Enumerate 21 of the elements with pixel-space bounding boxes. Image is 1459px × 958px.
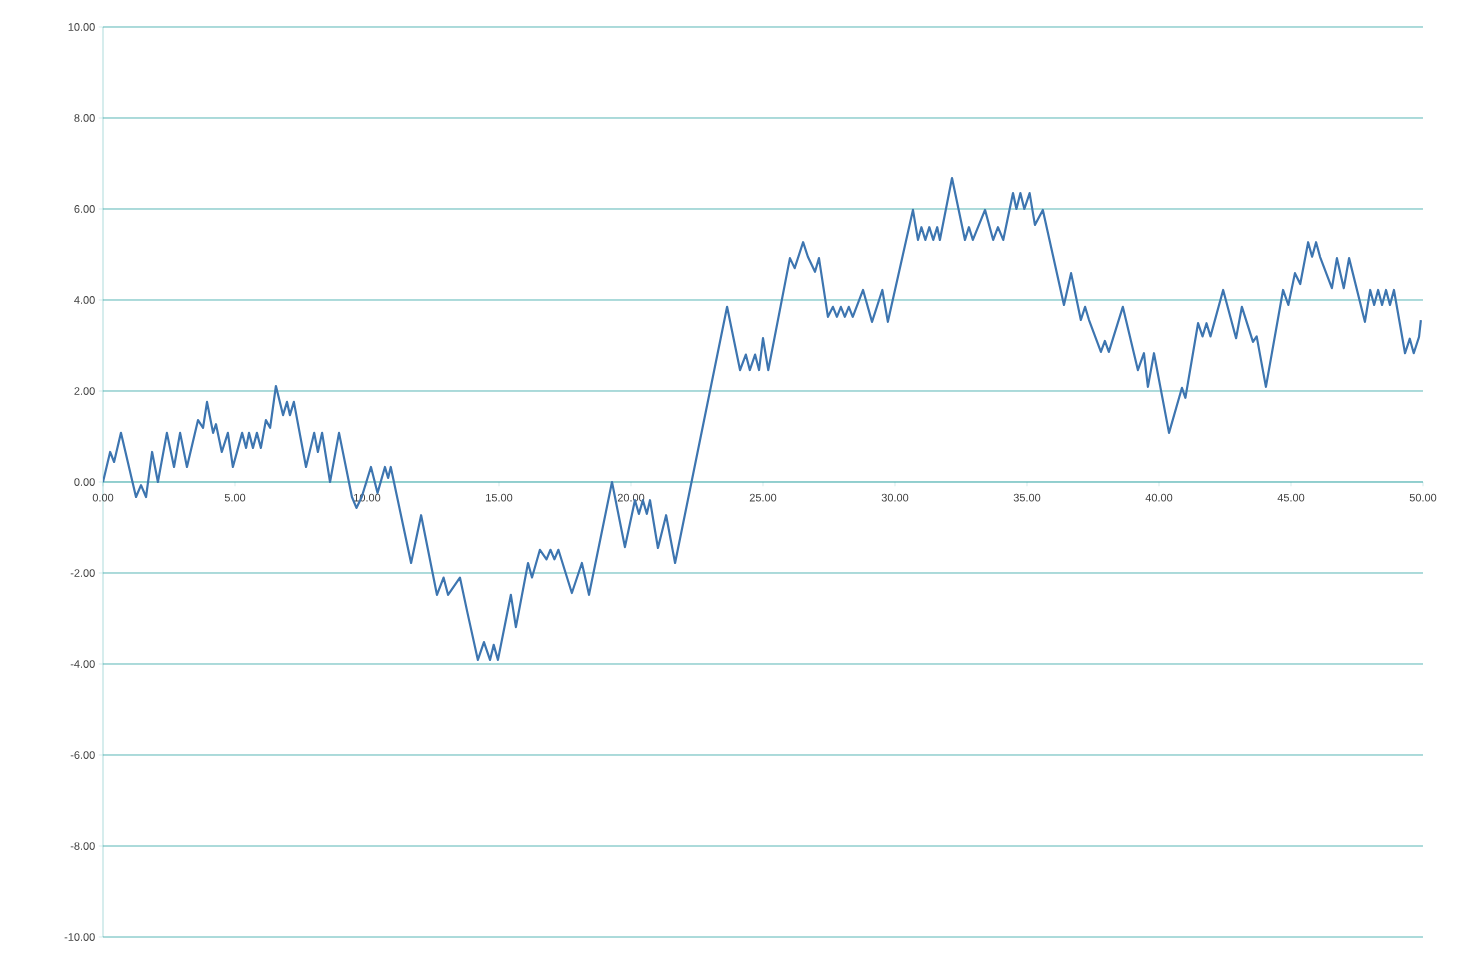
x-tick-label: 25.00: [749, 493, 777, 502]
y-tick-label: -10.00: [64, 933, 95, 941]
x-tick-label: 15.00: [486, 493, 513, 502]
x-tick-label: 30.00: [881, 493, 909, 502]
x-tick-label: 20.00: [617, 493, 645, 502]
x-tick-label: 5.00: [224, 493, 246, 502]
y-tick-label: -6.00: [70, 751, 95, 759]
x-tick-label: 40.00: [1145, 493, 1173, 502]
x-tick-label: 35.00: [1013, 493, 1041, 502]
y-tick-label: 10.00: [68, 23, 95, 31]
y-tick-label: -2.00: [70, 569, 95, 577]
y-tick-label: 6.00: [74, 205, 95, 213]
y-tick-label: 4.00: [74, 296, 95, 304]
x-tick-label: 50.00: [1409, 493, 1437, 502]
x-tick-label: 45.00: [1277, 493, 1305, 502]
x-tick-label: 0.00: [92, 493, 114, 502]
y-tick-label: 8.00: [74, 114, 95, 122]
y-tick-label: 0.00: [74, 478, 95, 486]
y-tick-label: -4.00: [70, 660, 95, 668]
y-tick-label: -8.00: [70, 842, 95, 850]
y-tick-label: 2.00: [74, 387, 95, 395]
